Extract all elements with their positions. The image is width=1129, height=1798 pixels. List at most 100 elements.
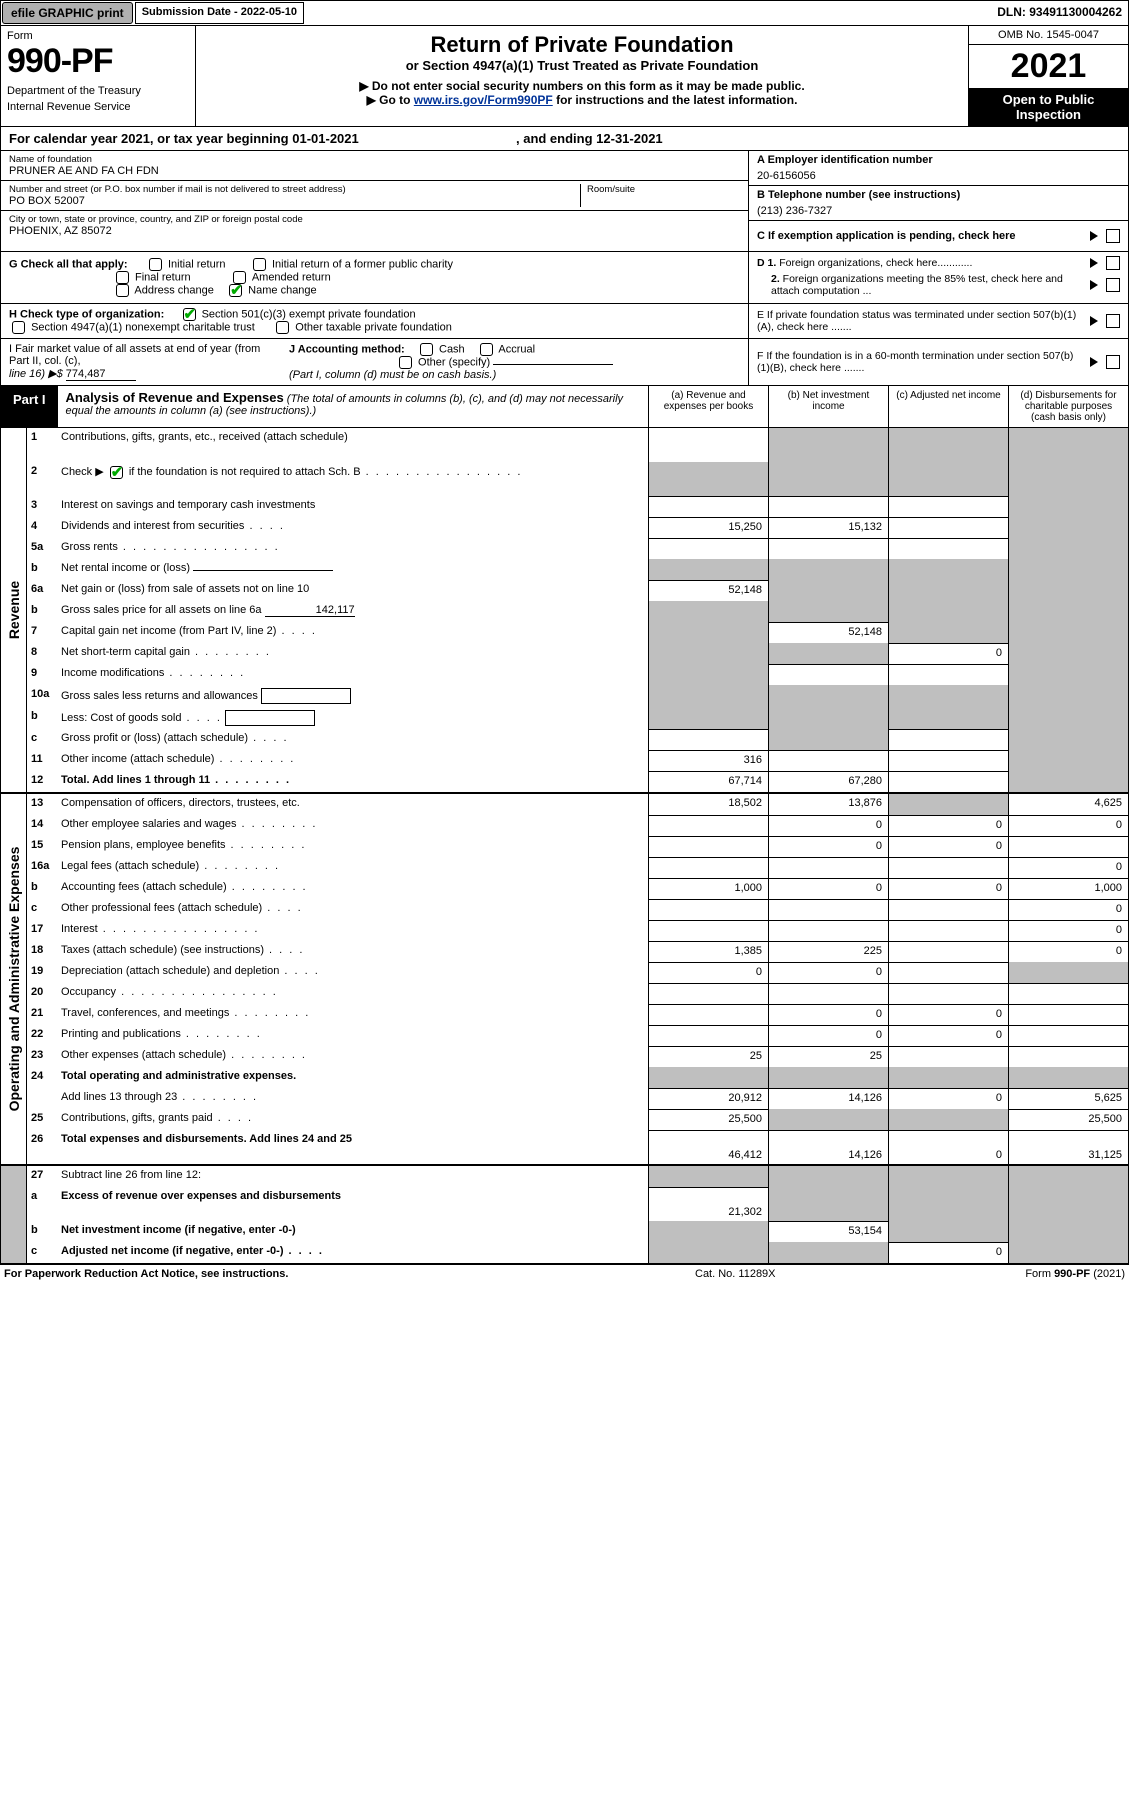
h-checks: H Check type of organization: Section 50… xyxy=(1,304,748,338)
address-row: Number and street (or P.O. box number if… xyxy=(1,181,748,211)
l24-a: 20,912 xyxy=(648,1088,768,1109)
line-20: Occupancy xyxy=(61,983,648,1004)
exemption-pending-row: C If exemption application is pending, c… xyxy=(749,221,1128,251)
checkbox-sch-b[interactable] xyxy=(110,466,123,479)
l15-c: 0 xyxy=(888,836,1008,857)
checkbox-initial[interactable] xyxy=(149,258,162,271)
l26-c: 0 xyxy=(888,1130,1008,1164)
l16b-b: 0 xyxy=(768,878,888,899)
checkbox-accrual[interactable] xyxy=(480,343,493,356)
arrow-icon xyxy=(1090,258,1098,268)
l13-d: 4,625 xyxy=(1008,794,1128,815)
part1-header: Part I Analysis of Revenue and Expenses … xyxy=(0,386,1129,428)
checkbox-initial-former[interactable] xyxy=(253,258,266,271)
dept-treasury: Department of the Treasury xyxy=(7,85,189,97)
l24-b: 14,126 xyxy=(768,1088,888,1109)
checkbox-other-method[interactable] xyxy=(399,356,412,369)
line-10a: Gross sales less returns and allowances xyxy=(61,685,648,707)
revenue-side-label: Revenue xyxy=(1,428,27,792)
revenue-section: Revenue 1Contributions, gifts, grants, e… xyxy=(0,428,1129,793)
checkbox-final[interactable] xyxy=(116,271,129,284)
arrow-icon xyxy=(1090,357,1098,367)
l11-a: 316 xyxy=(648,750,768,771)
telephone: (213) 236-7327 xyxy=(757,201,1120,217)
line-27b: Net investment income (if negative, ente… xyxy=(61,1221,648,1242)
line-8: Net short-term capital gain xyxy=(61,643,648,664)
efile-print-button[interactable]: efile GRAPHIC print xyxy=(2,2,133,24)
line-23: Other expenses (attach schedule) xyxy=(61,1046,648,1067)
l4-a: 15,250 xyxy=(648,517,768,538)
l25-d: 25,500 xyxy=(1008,1109,1128,1130)
part1-desc: Analysis of Revenue and Expenses (The to… xyxy=(58,386,648,427)
l23-a: 25 xyxy=(648,1046,768,1067)
checkbox-d1[interactable] xyxy=(1106,256,1120,270)
line-15: Pension plans, employee benefits xyxy=(61,836,648,857)
arrow-icon xyxy=(1090,316,1098,326)
line-10c: Gross profit or (loss) (attach schedule) xyxy=(61,729,648,750)
l19-b: 0 xyxy=(768,962,888,983)
l18-a: 1,385 xyxy=(648,941,768,962)
l14-c: 0 xyxy=(888,815,1008,836)
line-7: Capital gain net income (from Part IV, l… xyxy=(61,622,648,643)
paperwork-notice: For Paperwork Reduction Act Notice, see … xyxy=(4,1268,695,1280)
col-b-header: (b) Net investment income xyxy=(768,386,888,427)
city-state-zip: PHOENIX, AZ 85072 xyxy=(9,225,740,237)
l19-a: 0 xyxy=(648,962,768,983)
line-27a: Excess of revenue over expenses and disb… xyxy=(61,1187,648,1221)
l12-b: 67,280 xyxy=(768,771,888,792)
line-11: Other income (attach schedule) xyxy=(61,750,648,771)
blank-side xyxy=(1,1166,27,1263)
e-check: E If private foundation status was termi… xyxy=(748,304,1128,338)
line-18: Taxes (attach schedule) (see instruction… xyxy=(61,941,648,962)
l13-a: 18,502 xyxy=(648,794,768,815)
l23-b: 25 xyxy=(768,1046,888,1067)
header-left: Form 990-PF Department of the Treasury I… xyxy=(1,26,196,126)
l27c-c: 0 xyxy=(888,1242,1008,1263)
line-16a: Legal fees (attach schedule) xyxy=(61,857,648,878)
line-27: Subtract line 26 from line 12: xyxy=(61,1166,648,1187)
checkbox-4947a1[interactable] xyxy=(12,321,25,334)
l16b-a: 1,000 xyxy=(648,878,768,899)
i-j-section: I Fair market value of all assets at end… xyxy=(1,339,748,385)
checkbox-e[interactable] xyxy=(1106,314,1120,328)
l4-b: 15,132 xyxy=(768,517,888,538)
l6a-a: 52,148 xyxy=(648,580,768,601)
l18-b: 225 xyxy=(768,941,888,962)
l27a-a: 21,302 xyxy=(648,1187,768,1221)
l8-c: 0 xyxy=(888,643,1008,664)
l12-a: 67,714 xyxy=(648,771,768,792)
form-label: Form xyxy=(7,30,189,42)
header-mid: Return of Private Foundation or Section … xyxy=(196,26,968,126)
line-16c: Other professional fees (attach schedule… xyxy=(61,899,648,920)
line-21: Travel, conferences, and meetings xyxy=(61,1004,648,1025)
l25-a: 25,500 xyxy=(648,1109,768,1130)
checkbox-other-taxable[interactable] xyxy=(276,321,289,334)
checkbox-f[interactable] xyxy=(1106,355,1120,369)
line-22: Printing and publications xyxy=(61,1025,648,1046)
l7-b: 52,148 xyxy=(768,622,888,643)
col-a-header: (a) Revenue and expenses per books xyxy=(648,386,768,427)
checkbox-addr-change[interactable] xyxy=(116,284,129,297)
note-goto: ▶ Go to www.irs.gov/Form990PF for instru… xyxy=(206,93,958,107)
line-14: Other employee salaries and wages xyxy=(61,815,648,836)
omb-number: OMB No. 1545-0047 xyxy=(969,26,1128,45)
checkbox-c[interactable] xyxy=(1106,229,1120,243)
foundation-name-row: Name of foundation PRUNER AE AND FA CH F… xyxy=(1,151,748,181)
checkbox-501c3[interactable] xyxy=(183,308,196,321)
check-i-j-f-row: I Fair market value of all assets at end… xyxy=(0,339,1129,386)
line-27-section: 27Subtract line 26 from line 12: aExcess… xyxy=(0,1165,1129,1264)
l16a-d: 0 xyxy=(1008,857,1128,878)
room-suite: Room/suite xyxy=(580,184,740,207)
col-c-header: (c) Adjusted net income xyxy=(888,386,1008,427)
l26-d: 31,125 xyxy=(1008,1130,1128,1164)
form990pf-link[interactable]: www.irs.gov/Form990PF xyxy=(414,93,553,107)
checkbox-cash[interactable] xyxy=(420,343,433,356)
form-subtitle: or Section 4947(a)(1) Trust Treated as P… xyxy=(206,58,958,73)
l27b-b: 53,154 xyxy=(768,1221,888,1242)
l21-b: 0 xyxy=(768,1004,888,1025)
l16b-c: 0 xyxy=(888,878,1008,899)
checkbox-d2[interactable] xyxy=(1106,278,1120,292)
fmv-value: 774,487 xyxy=(66,368,136,381)
checkbox-name-change[interactable] xyxy=(229,284,242,297)
l16c-d: 0 xyxy=(1008,899,1128,920)
